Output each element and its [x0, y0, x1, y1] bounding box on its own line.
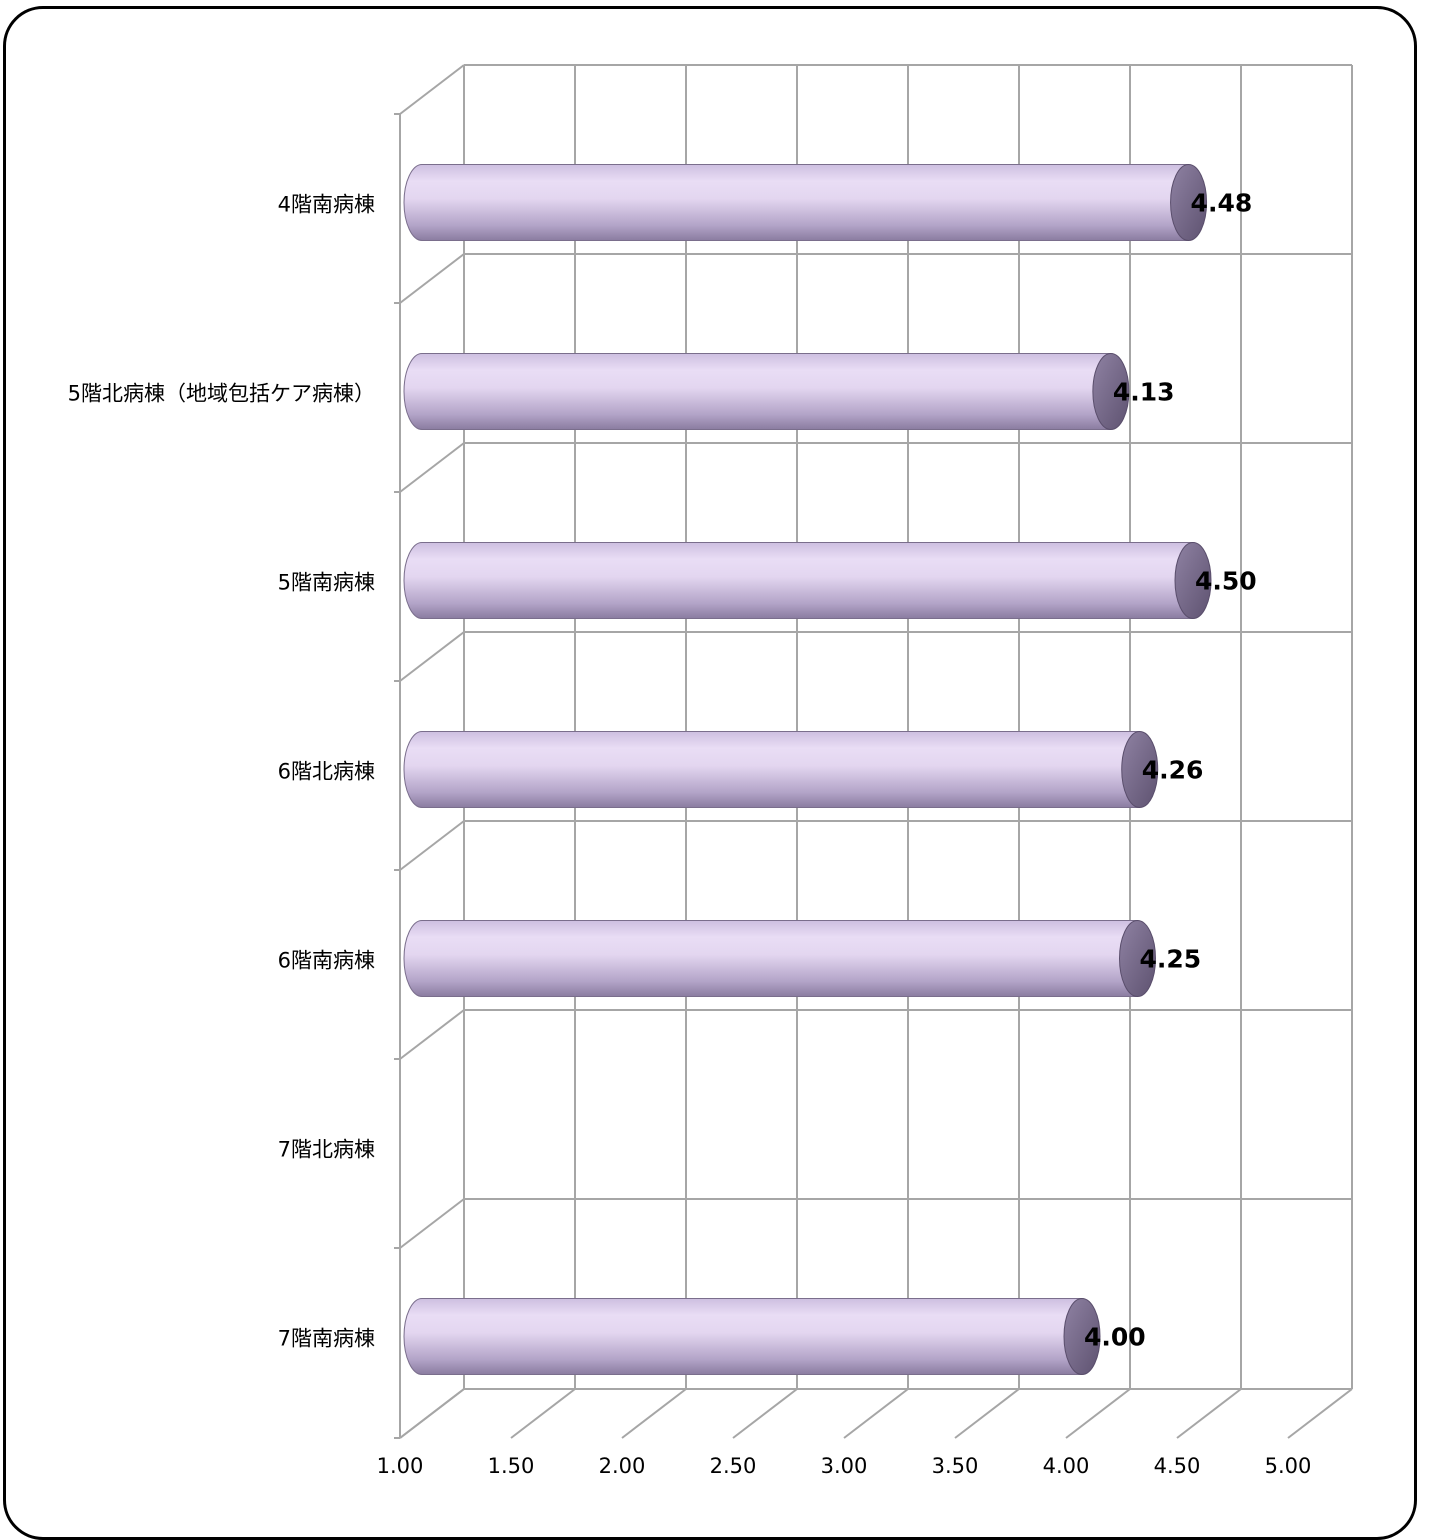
gridline-wall	[399, 64, 465, 115]
gridline-wall	[399, 1388, 465, 1439]
gridline-floor	[1065, 1388, 1131, 1439]
bars	[403, 164, 1212, 1375]
bar-cap	[1170, 164, 1208, 241]
gridline-floor	[843, 1388, 909, 1439]
value-label: 4.00	[1084, 1323, 1146, 1352]
category-label: 5階北病棟（地域包括ケア病棟）	[68, 382, 375, 406]
x-tick-label: 2.00	[599, 1454, 646, 1478]
bar	[403, 920, 1138, 997]
bar-cap	[1174, 542, 1212, 619]
x-tick-label: 2.50	[710, 1454, 757, 1478]
value-label: 4.26	[1142, 756, 1204, 785]
gridline-floor	[1287, 1388, 1353, 1439]
category-label: 5階南病棟	[278, 571, 375, 595]
labels: 1.00 1.50 2.00 2.50 3.00 3.50 4.00 4.50 5.00 4階南病…	[68, 189, 1312, 1479]
x-tick-label: 1.50	[488, 1454, 535, 1478]
gridline-wall	[399, 442, 465, 493]
bar-cap	[1092, 353, 1130, 430]
bar-cap	[1121, 731, 1159, 808]
gridline-wall	[399, 1198, 465, 1249]
category-label: 6階北病棟	[278, 760, 375, 784]
value-label: 4.25	[1140, 945, 1202, 974]
category-label: 7階北病棟	[278, 1138, 375, 1162]
bar	[403, 1298, 1083, 1375]
value-label: 4.13	[1113, 378, 1175, 407]
x-tick-label: 4.00	[1043, 1454, 1090, 1478]
gridline-floor	[732, 1388, 798, 1439]
bar	[403, 542, 1194, 619]
x-tick-label: 3.00	[821, 1454, 868, 1478]
bar-cap	[1063, 1298, 1101, 1375]
category-label: 7階南病棟	[278, 1327, 375, 1351]
category-label: 4階南病棟	[278, 193, 375, 217]
gridline-wall	[399, 1009, 465, 1060]
gridline-floor	[510, 1388, 576, 1439]
gridline-wall	[399, 631, 465, 682]
x-tick-label: 3.50	[932, 1454, 979, 1478]
gridline-floor	[954, 1388, 1020, 1439]
gridlines	[394, 64, 1353, 1439]
bar-cap	[1119, 920, 1156, 997]
x-tick-label: 1.00	[377, 1454, 424, 1478]
bar	[403, 353, 1112, 430]
gridline-floor	[1176, 1388, 1242, 1439]
bar	[403, 731, 1141, 808]
value-label: 4.48	[1191, 189, 1253, 218]
gridline-wall	[399, 253, 465, 304]
gridline-wall	[399, 820, 465, 871]
x-tick-label: 5.00	[1265, 1454, 1312, 1478]
gridline-floor	[621, 1388, 687, 1439]
value-label: 4.50	[1195, 567, 1257, 596]
bar	[403, 164, 1190, 241]
x-tick-label: 4.50	[1154, 1454, 1201, 1478]
category-label: 6階南病棟	[278, 949, 375, 973]
